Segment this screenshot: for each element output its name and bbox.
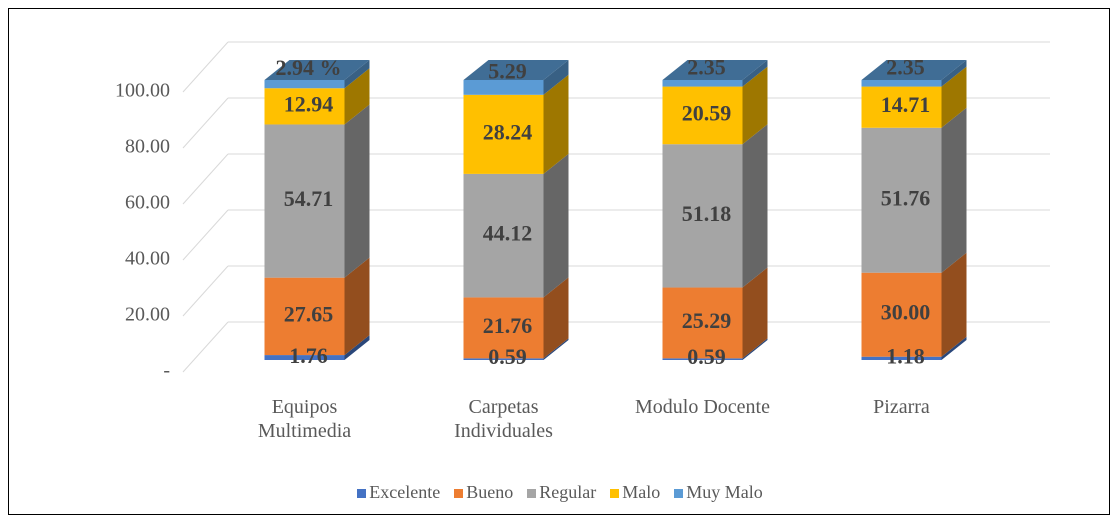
data-label: 30.00 <box>881 300 931 325</box>
grid-line-side <box>182 321 229 373</box>
x-tick-label: Carpetas Individuales <box>454 396 553 442</box>
bar-side <box>344 68 370 125</box>
legend-item: Bueno <box>454 482 513 503</box>
y-tick-label: 60.00 <box>125 192 170 214</box>
bar-segment <box>662 287 743 359</box>
legend-item: Muy Malo <box>674 482 763 503</box>
bar-side <box>742 66 768 145</box>
legend: Excelente Bueno Regular Malo Muy Malo <box>0 482 1120 503</box>
bar-side <box>543 338 569 360</box>
data-label: 5.29 <box>488 58 527 83</box>
data-label: 20.59 <box>682 100 732 125</box>
data-label: 12.94 <box>284 91 334 116</box>
grid-line-side <box>182 41 229 93</box>
data-label: 2.94 % <box>276 55 342 80</box>
x-tick-label: Equipos Multimedia <box>257 396 352 442</box>
bar-side <box>344 335 370 360</box>
bar-side <box>543 60 569 95</box>
bar-segment <box>861 86 942 128</box>
bar-side <box>543 74 569 174</box>
legend-item: Regular <box>527 482 596 503</box>
grid-line-side <box>182 97 229 149</box>
y-tick-label: 40.00 <box>125 248 170 270</box>
bar-side <box>941 66 967 128</box>
bar-segment <box>264 355 345 360</box>
bar-segment <box>662 80 743 87</box>
bar-segment <box>861 356 942 360</box>
data-label: 51.18 <box>682 201 732 226</box>
legend-item: Malo <box>610 482 660 503</box>
legend-label: Excelente <box>369 482 441 502</box>
legend-swatch <box>527 489 537 498</box>
bar-segment <box>662 86 743 145</box>
y-tick-label: 20.00 <box>125 304 170 326</box>
data-label: 1.76 <box>289 343 328 368</box>
legend-label: Malo <box>622 482 661 502</box>
data-label: 14.71 <box>881 92 931 117</box>
legend-label: Regular <box>539 482 597 502</box>
chart-frame <box>8 8 1110 515</box>
legend-swatch <box>610 489 620 498</box>
bar-side <box>344 60 370 89</box>
bar-segment <box>264 124 345 278</box>
legend-label: Muy Malo <box>686 482 763 502</box>
bar-top <box>264 60 370 80</box>
bar-side <box>742 338 768 360</box>
bar-top <box>662 60 768 80</box>
bar-side <box>742 124 768 288</box>
y-tick-label: - <box>163 360 170 382</box>
bar-side <box>543 277 569 359</box>
bar-side <box>941 336 967 360</box>
bar-side <box>344 104 370 278</box>
grid-line-side <box>182 209 229 261</box>
x-tick-label: Pizarra <box>873 396 930 418</box>
bar-segment <box>463 173 544 298</box>
data-label: 25.29 <box>682 308 732 333</box>
data-label: 44.12 <box>483 221 533 246</box>
bar-segment <box>861 80 942 87</box>
data-label: 51.76 <box>881 185 931 210</box>
data-label: 21.76 <box>483 313 533 338</box>
bar-top <box>861 60 967 80</box>
bar-segment <box>662 144 743 288</box>
bar-top <box>463 60 569 80</box>
grid-line-side <box>182 153 229 205</box>
y-tick-label: 100.00 <box>115 80 170 102</box>
bar-segment <box>463 80 544 95</box>
bar-segment <box>463 358 544 360</box>
grid-line-side <box>182 265 229 317</box>
data-label: 28.24 <box>483 119 533 144</box>
data-label: 27.65 <box>284 301 334 326</box>
bar-side <box>742 60 768 87</box>
bar-segment <box>463 297 544 359</box>
data-label: 0.59 <box>488 344 527 369</box>
bar-segment <box>463 94 544 174</box>
legend-label: Bueno <box>466 482 514 502</box>
bar-segment <box>861 272 942 357</box>
bar-side <box>344 257 370 356</box>
legend-swatch <box>357 489 367 498</box>
data-label: 1.18 <box>886 343 925 368</box>
legend-swatch <box>454 489 464 498</box>
bar-side <box>941 107 967 273</box>
legend-swatch <box>674 489 684 498</box>
data-label: 0.59 <box>687 344 726 369</box>
y-tick-label: 80.00 <box>125 136 170 158</box>
bar-segment <box>264 277 345 356</box>
bar-side <box>941 60 967 87</box>
bar-side <box>742 267 768 359</box>
x-tick-label: Modulo Docente <box>635 396 770 418</box>
bar-side <box>941 252 967 357</box>
data-label: 2.35 <box>886 54 925 79</box>
data-label: 54.71 <box>284 186 334 211</box>
data-label: 2.35 <box>687 54 726 79</box>
bar-side <box>543 153 569 298</box>
bar-segment <box>264 88 345 125</box>
legend-item: Excelente <box>357 482 440 503</box>
bar-segment <box>861 127 942 273</box>
bar-segment <box>264 80 345 89</box>
bar-segment <box>662 358 743 360</box>
